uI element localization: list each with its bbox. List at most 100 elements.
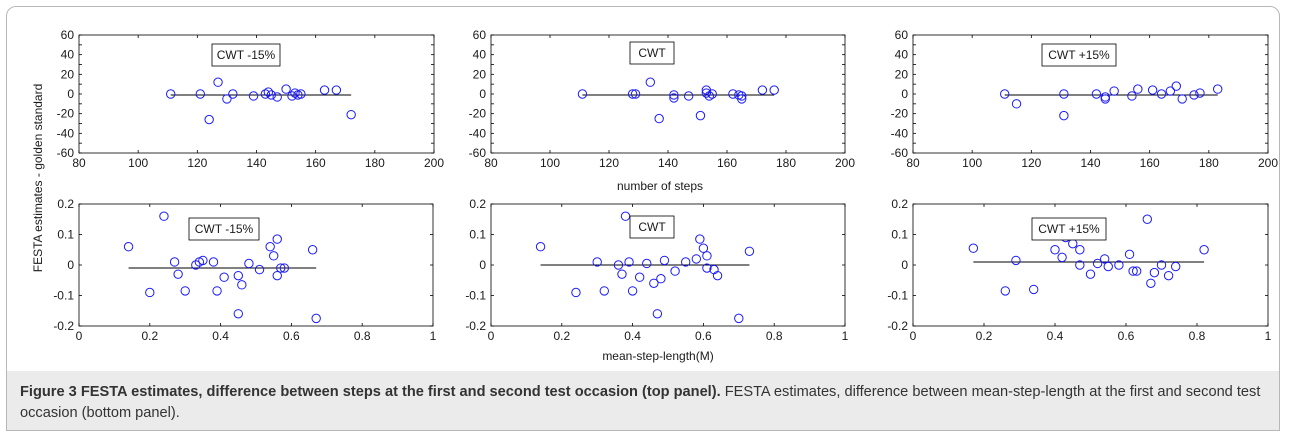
- x-tick-label: 80: [906, 156, 920, 170]
- y-tick-label: 0.2: [469, 197, 486, 211]
- data-point: [1199, 245, 1209, 255]
- data-point: [624, 257, 634, 267]
- y-tick-label: -0.1: [465, 289, 486, 303]
- data-point: [669, 90, 679, 100]
- data-point: [728, 89, 738, 99]
- plot-4-label: CWT -15%: [195, 222, 254, 236]
- data-point: [198, 255, 208, 266]
- data-point: [1000, 89, 1010, 99]
- data-point: [707, 89, 717, 99]
- y-tick-label: 0.2: [891, 197, 908, 211]
- data-point: [169, 257, 180, 267]
- x-tick-label: 200: [424, 156, 444, 170]
- y-tick-label: -0.2: [887, 319, 908, 333]
- x-tick-label: 0.6: [1118, 329, 1135, 343]
- y-tick-label: 0: [67, 258, 74, 272]
- data-point: [204, 114, 214, 125]
- data-point: [213, 77, 223, 87]
- data-point: [1147, 85, 1158, 95]
- data-point: [1100, 92, 1110, 102]
- data-point: [1059, 110, 1069, 121]
- caption-background: [7, 371, 1279, 430]
- data-point: [331, 85, 342, 95]
- x-tick-label: 120: [1021, 156, 1041, 170]
- data-point: [535, 242, 546, 252]
- x-tick-label: 100: [962, 156, 982, 170]
- x-tick-label: 180: [1199, 156, 1219, 170]
- x-tick-label: 0.8: [1189, 329, 1206, 343]
- data-point: [634, 272, 645, 282]
- data-point: [1156, 260, 1167, 270]
- x-tick-label: 140: [658, 156, 678, 170]
- data-point: [1163, 270, 1174, 281]
- data-point: [712, 270, 723, 281]
- data-point: [757, 85, 768, 95]
- data-point: [233, 309, 244, 319]
- data-point: [1092, 258, 1103, 269]
- data-point: [173, 269, 183, 279]
- y-tick-label: 0.1: [57, 228, 74, 242]
- y-tick-label: 0: [479, 258, 486, 272]
- data-point: [1149, 267, 1160, 278]
- data-point: [1000, 286, 1010, 296]
- x-axis-label-top: number of steps: [617, 179, 703, 193]
- data-point: [1128, 266, 1138, 276]
- data-point: [627, 89, 638, 99]
- plot-3-label-box: [1041, 43, 1117, 67]
- data-point: [1171, 261, 1181, 272]
- y-tick-label: 20: [473, 67, 487, 81]
- data-point: [744, 246, 755, 256]
- y-tick-label: 40: [895, 48, 909, 62]
- y-tick-label: 0: [479, 87, 486, 101]
- data-point: [166, 89, 176, 99]
- x-tick-label: 140: [246, 156, 266, 170]
- data-point: [649, 278, 659, 288]
- data-point: [195, 89, 205, 99]
- x-tick-label: 0.2: [553, 329, 570, 343]
- data-point: [290, 88, 300, 98]
- data-point: [1075, 245, 1085, 255]
- y-tick-label: -60: [57, 146, 75, 160]
- data-point: [159, 211, 169, 221]
- data-point: [1127, 91, 1137, 101]
- figure-caption: Figure 3 FESTA estimates, difference bet…: [20, 382, 1270, 424]
- x-tick-label: 120: [599, 156, 619, 170]
- data-point: [1011, 99, 1022, 109]
- plot-2-label: CWT: [638, 46, 666, 60]
- y-tick-label: 0.1: [469, 228, 486, 242]
- y-tick-label: -20: [469, 107, 487, 121]
- y-tick-label: 40: [473, 48, 487, 62]
- data-point: [654, 113, 664, 124]
- y-axis-label: FESTA estimates - golden standard: [31, 84, 45, 273]
- data-point: [346, 109, 356, 120]
- y-tick-label: -40: [469, 126, 487, 140]
- data-point: [704, 91, 714, 101]
- x-tick-label: 80: [484, 156, 498, 170]
- data-point: [263, 87, 274, 97]
- data-point: [659, 255, 670, 266]
- data-point: [670, 266, 680, 276]
- data-point: [1133, 84, 1143, 94]
- x-tick-label: 160: [717, 156, 737, 170]
- y-tick-label: -20: [891, 107, 909, 121]
- data-point: [222, 94, 232, 104]
- x-tick-label: 160: [1140, 156, 1160, 170]
- y-tick-label: 60: [473, 28, 487, 42]
- x-tick-label: 0.4: [624, 329, 641, 343]
- data-point: [212, 286, 222, 296]
- data-point: [1171, 81, 1181, 91]
- data-point: [260, 89, 271, 99]
- x-tick-label: 100: [540, 156, 560, 170]
- data-point: [307, 245, 318, 255]
- data-point: [656, 274, 666, 284]
- plot-2-label-box: [629, 41, 675, 65]
- y-tick-label: 20: [895, 67, 909, 81]
- data-point: [1195, 88, 1205, 98]
- y-tick-label: 20: [61, 67, 75, 81]
- data-point: [1011, 255, 1021, 266]
- data-point: [287, 91, 297, 101]
- data-point: [642, 258, 652, 269]
- plot-1-label-box: [211, 43, 281, 67]
- data-point: [254, 264, 265, 275]
